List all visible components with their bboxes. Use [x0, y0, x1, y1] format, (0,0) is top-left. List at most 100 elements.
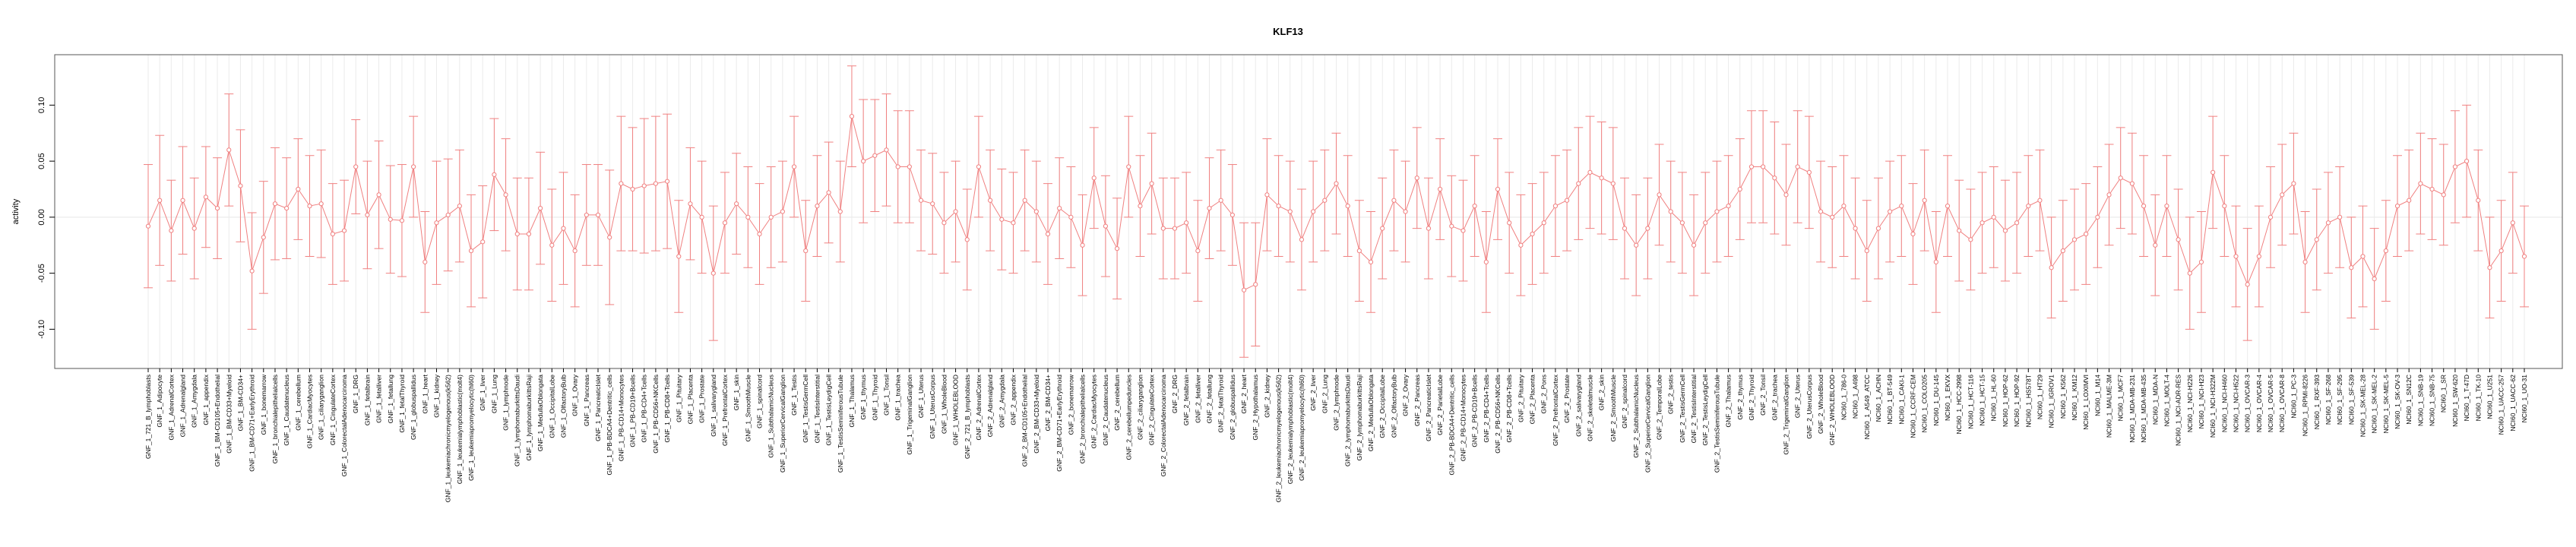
x-tick-label: GNF_1_trachea — [894, 375, 902, 421]
x-tick-label: NCI60_1_A498 — [1852, 375, 1859, 419]
data-point — [1218, 198, 1223, 203]
x-tick-label: GNF_2_TestisGermCell — [1679, 375, 1686, 443]
data-point — [1414, 175, 1419, 181]
x-tick-label: GNF_1_fetalbrain — [363, 375, 371, 425]
data-point — [1668, 209, 1673, 214]
data-point — [1126, 164, 1131, 169]
data-point — [1184, 220, 1189, 226]
data-point — [1241, 287, 1247, 292]
data-point — [296, 186, 301, 192]
data-point — [238, 183, 243, 188]
data-point — [2325, 220, 2331, 226]
data-point — [2407, 198, 2412, 203]
data-point — [849, 114, 855, 119]
data-point — [503, 192, 508, 198]
x-tick-label: NCI60_1_HL-60 — [1990, 375, 1998, 422]
x-tick-label: GNF_2_WHOLEBLOOD — [1828, 375, 1836, 445]
data-point — [341, 228, 347, 233]
data-point — [422, 259, 428, 264]
data-point — [2510, 220, 2515, 226]
data-point — [2164, 204, 2169, 209]
x-tick-label: GNF_1_SubthalamicNucleus — [767, 375, 775, 458]
x-tick-label: NCI60_1_RPMI-8226 — [2302, 375, 2309, 437]
data-point — [1991, 214, 1996, 220]
data-point — [1761, 164, 1766, 169]
x-tick-label: GNF_1_Adrenalgland — [179, 375, 187, 437]
x-tick-label: GNF_2_Caudatenucleus — [1102, 375, 1109, 446]
x-tick-label: NCI60_1_PC-3 — [2290, 375, 2297, 419]
x-tick-label: NCI60_1_U251 — [2486, 375, 2493, 419]
x-tick-label: GNF_2_Pituitary — [1517, 374, 1524, 422]
data-point — [1714, 209, 1720, 214]
data-point — [1207, 205, 1212, 211]
x-tick-label: NCI60_1_MCF7 — [2117, 375, 2125, 422]
x-tick-label: GNF_1_UterusCorpus — [929, 375, 936, 439]
y-tick-label: 0.05 — [37, 153, 46, 169]
data-point — [861, 159, 866, 164]
x-tick-label: GNF_2_bronchialepithelialcells — [1079, 375, 1087, 463]
data-point — [1599, 175, 1604, 181]
x-tick-label: GNF_2_fetallung — [1206, 375, 1214, 424]
x-tick-label: GNF_2_PB-CD14+Monocytes — [1459, 375, 1467, 461]
data-point — [1011, 220, 1016, 226]
x-tick-label: NCI60_1_NCI-H460 — [2220, 375, 2228, 432]
data-point — [826, 190, 831, 195]
y-tick-label: 0.10 — [37, 97, 46, 113]
data-point — [145, 223, 151, 229]
data-point — [1253, 282, 1258, 287]
data-point — [1530, 231, 1535, 237]
data-point — [653, 181, 659, 186]
data-point — [2095, 214, 2100, 220]
x-tick-label: NCI60_1_KM12 — [2071, 375, 2078, 421]
data-point — [1622, 226, 1628, 231]
data-point — [884, 147, 889, 153]
data-point — [2106, 192, 2112, 198]
data-point — [1068, 214, 1074, 220]
data-point — [930, 201, 935, 207]
plot-frame — [54, 54, 2563, 369]
x-tick-label: NCI60_1_HOP-92 — [2013, 375, 2021, 427]
data-point — [1322, 198, 1328, 203]
data-point — [895, 164, 900, 169]
x-tick-label: NCI60_1_SF-268 — [2324, 375, 2332, 425]
data-point — [1864, 248, 1869, 254]
x-tick-label: GNF_2_Tonsil — [1759, 375, 1767, 416]
data-point — [1795, 164, 1800, 169]
data-point — [1380, 226, 1385, 231]
data-point — [214, 205, 220, 211]
x-tick-label: GNF_1_ColorectalAdenocarcinoma — [340, 375, 348, 476]
data-point — [538, 205, 543, 211]
x-tick-label: GNF_2_TestisInterstitial — [1690, 375, 1698, 443]
x-tick-label: NCI60_1_CCRF-CEM — [1909, 375, 1916, 438]
x-tick-label: NCI60_1_K562 — [2059, 375, 2067, 419]
x-tick-label: GNF_1_fetallung — [387, 375, 394, 424]
data-point — [607, 235, 612, 240]
data-point — [1334, 181, 1339, 186]
data-point — [272, 201, 278, 207]
x-tick-label: GNF_1_Placenta — [686, 375, 694, 424]
x-tick-label: NCI60_1_NCI-H322M — [2209, 375, 2217, 438]
x-tick-label: GNF_1_TrigeminalGanglion — [906, 375, 913, 455]
data-point — [2141, 204, 2147, 209]
x-tick-label: NCI60_1_MDA-MB-435 — [2140, 375, 2147, 443]
x-tick-label: NCI60_1_HCT-116 — [1967, 375, 1974, 429]
x-tick-label: GNF_2_Amygdala — [998, 375, 1005, 428]
data-point — [1368, 259, 1374, 264]
data-point — [2337, 214, 2343, 220]
data-point — [572, 248, 578, 254]
y-tick-label: -0.10 — [37, 320, 46, 339]
x-tick-label: GNF_2_Pons — [1540, 375, 1548, 414]
data-point — [780, 209, 785, 214]
data-point — [1645, 226, 1650, 231]
x-tick-label: NCI60_1_SNB-19 — [2416, 375, 2424, 426]
data-point — [1888, 209, 1893, 214]
data-point — [1576, 181, 1581, 186]
data-point — [745, 214, 751, 220]
x-tick-label: NCI60_1_T-47D — [2463, 375, 2470, 421]
data-point — [2314, 237, 2319, 242]
data-point — [1552, 204, 1559, 209]
data-point — [1160, 226, 1166, 231]
x-tick-label: NCI60_1_NCI-H226 — [2186, 375, 2194, 432]
x-tick-label: GNF_2_appendix — [1009, 374, 1017, 425]
x-tick-label: GNF_2_thymus — [1736, 375, 1744, 420]
